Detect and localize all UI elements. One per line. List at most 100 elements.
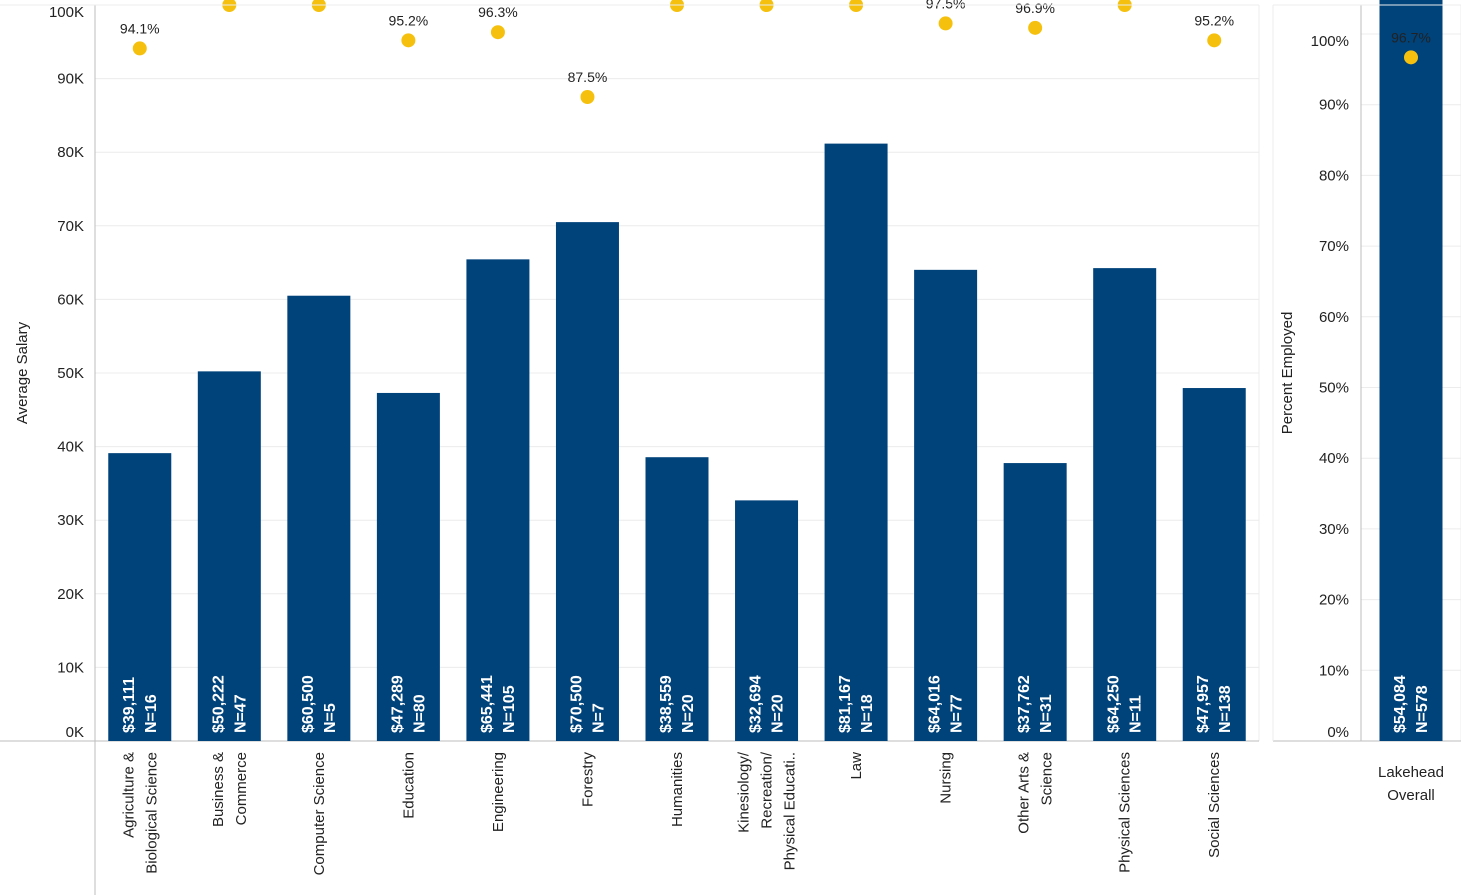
y-axis-title: Average Salary bbox=[14, 321, 31, 424]
category-label: Forestry bbox=[579, 752, 596, 808]
y-tick-label: 80% bbox=[1319, 167, 1349, 184]
employment-dot bbox=[759, 0, 774, 12]
n-count-label: N=5 bbox=[322, 703, 339, 733]
n-count-label: N=7 bbox=[590, 703, 607, 733]
employment-pct-label: 96.9% bbox=[1015, 0, 1055, 16]
y-tick-label: 10% bbox=[1319, 662, 1349, 679]
salary-value-label: $64,016 bbox=[927, 675, 944, 733]
employment-pct-label: 96.3% bbox=[478, 4, 518, 20]
y-tick-label: 30% bbox=[1319, 521, 1349, 538]
salary-value-label: $81,167 bbox=[837, 675, 854, 733]
salary-bar bbox=[1003, 463, 1067, 741]
n-count-label: N=138 bbox=[1217, 685, 1234, 733]
y-tick-label: 40% bbox=[1319, 450, 1349, 467]
employment-pct-label: 96.7% bbox=[1391, 29, 1431, 45]
salary-bar bbox=[645, 457, 709, 741]
n-count-label: N=11 bbox=[1128, 695, 1145, 733]
category-label: Overall bbox=[1387, 787, 1435, 804]
salary-bar bbox=[1093, 268, 1157, 741]
y-tick-label: 100% bbox=[1311, 33, 1349, 50]
category-label: Recreation/ bbox=[759, 751, 776, 829]
salary-bar bbox=[555, 222, 619, 741]
salary-value-label: $37,762 bbox=[1016, 675, 1033, 733]
y-tick-label: 90K bbox=[57, 71, 84, 88]
category-label: Computer Science bbox=[311, 752, 328, 875]
salary-value-label: $32,694 bbox=[748, 675, 765, 733]
salary-by-program-panel: 0K 10K 20K 30K 40K 50K 60K 70K 80K 90K 100K Average… bbox=[0, 0, 1260, 895]
n-count-label: N=80 bbox=[411, 694, 428, 733]
salary-value-label: $47,957 bbox=[1195, 675, 1212, 733]
employment-dot bbox=[311, 0, 326, 12]
n-count-label: N=20 bbox=[680, 694, 697, 733]
category-label: Law bbox=[848, 752, 865, 780]
y-tick-label: 0% bbox=[1327, 724, 1349, 741]
category-label: Business & bbox=[210, 752, 227, 827]
salary-value-label: $39,111 bbox=[121, 677, 138, 733]
category-label: Commerce bbox=[233, 752, 250, 825]
y-tick-label: 60% bbox=[1319, 309, 1349, 326]
overall-panel: 0% 10% 20% 30% 40% 50% 60% 70% 80% 90% 100% Percent… bbox=[1272, 0, 1461, 804]
employment-dot bbox=[938, 16, 953, 31]
salary-value-label: $64,250 bbox=[1106, 675, 1123, 733]
category-label: Other Arts & bbox=[1016, 752, 1033, 834]
n-count-label: N=47 bbox=[232, 694, 249, 733]
n-count-label: N=77 bbox=[949, 694, 966, 733]
category-label: Biological Science bbox=[143, 752, 160, 874]
y-tick-label: 60K bbox=[57, 291, 84, 308]
employment-dot bbox=[849, 0, 864, 12]
employment-dot bbox=[222, 0, 237, 12]
y-tick-label: 100K bbox=[49, 4, 84, 21]
employment-dot bbox=[670, 0, 684, 12]
n-count-label: N=31 bbox=[1038, 694, 1055, 733]
category-label: Kinesiology/ bbox=[736, 751, 753, 833]
salary-bar bbox=[108, 453, 172, 741]
n-count-label: N=18 bbox=[859, 694, 876, 733]
salary-bar bbox=[1182, 388, 1246, 741]
n-count-label: N=20 bbox=[770, 694, 787, 733]
y-tick-label: 70% bbox=[1319, 238, 1349, 255]
y-tick-label: 20K bbox=[57, 586, 84, 603]
employment-dot bbox=[490, 25, 505, 40]
y-tick-label: 70K bbox=[57, 218, 84, 235]
category-label: Science bbox=[1039, 752, 1056, 805]
salary-value-label: $47,289 bbox=[389, 675, 406, 733]
y-axis-title: Percent Employed bbox=[1279, 312, 1296, 435]
salary-bar bbox=[1379, 0, 1443, 741]
y-tick-label: 20% bbox=[1319, 592, 1349, 609]
salary-bar bbox=[824, 143, 888, 741]
employment-dot bbox=[1028, 20, 1043, 35]
y-tick-label: 0K bbox=[66, 724, 84, 741]
salary-bar bbox=[735, 500, 799, 741]
salary-value-label: $50,222 bbox=[210, 675, 227, 733]
n-count-label: N=16 bbox=[143, 694, 160, 733]
employment-pct-label: 94.1% bbox=[120, 20, 160, 36]
category-label: Lakehead bbox=[1378, 764, 1444, 781]
salary-value-label: $38,559 bbox=[658, 675, 675, 733]
employment-dot bbox=[132, 41, 147, 56]
employment-pct-label: 95.2% bbox=[389, 12, 429, 28]
employment-pct-label: 97.5% bbox=[926, 0, 966, 11]
employment-dot bbox=[580, 90, 595, 104]
employment-pct-label: 95.2% bbox=[1194, 12, 1234, 28]
employment-dot bbox=[1404, 50, 1418, 65]
category-label: Education bbox=[400, 752, 417, 819]
y-tick-label: 80K bbox=[57, 144, 84, 161]
salary-bar bbox=[287, 295, 351, 741]
y-tick-label: 50K bbox=[57, 365, 84, 382]
employment-dot bbox=[1117, 0, 1132, 12]
employment-dot bbox=[401, 33, 416, 48]
category-label: Social Sciences bbox=[1206, 752, 1223, 858]
salary-value-label: $65,441 bbox=[479, 675, 496, 733]
employment-dot bbox=[1207, 33, 1222, 48]
salary-bar bbox=[376, 392, 440, 741]
salary-value-label: $54,084 bbox=[1392, 675, 1409, 733]
y-tick-label: 30K bbox=[57, 512, 84, 529]
category-label: Nursing bbox=[938, 752, 955, 804]
category-label: Physical Sciences bbox=[1117, 752, 1134, 873]
y-tick-label: 40K bbox=[57, 439, 84, 456]
employment-pct-label: 87.5% bbox=[568, 69, 608, 85]
salary-value-label: $70,500 bbox=[568, 675, 585, 733]
category-label: Physical Educati.. bbox=[782, 752, 799, 870]
n-count-label: N=105 bbox=[501, 685, 518, 733]
